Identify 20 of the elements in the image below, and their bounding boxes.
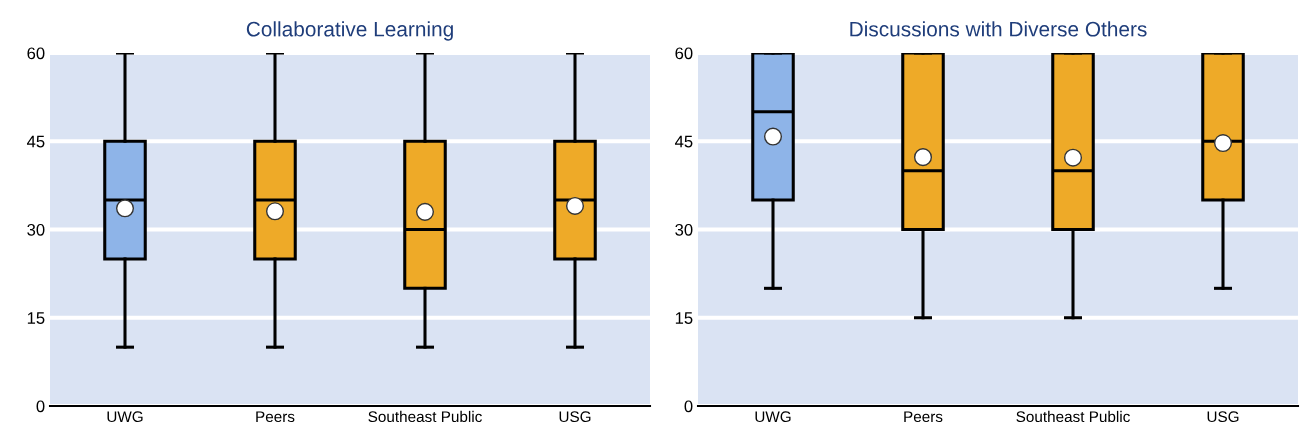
x-tick-label: UWG (755, 411, 791, 423)
x-tick-label: Peers (904, 411, 943, 423)
x-tick-label: Southeast Public (1016, 410, 1130, 423)
y-tick-label: 60 (27, 47, 45, 60)
x-tick-label: USG (1207, 411, 1239, 423)
y-tick-label: 45 (674, 135, 693, 148)
y-tick-label: 30 (27, 223, 45, 236)
y-tick-label: 15 (27, 312, 45, 324)
x-tick-label: USG (559, 411, 591, 423)
chart-title: Discussions with Diverse Others (850, 21, 1147, 37)
y-tick-label: 0 (36, 400, 45, 413)
chart-title: Collaborative Learning (246, 21, 453, 41)
y-tick-label: 30 (675, 223, 693, 236)
y-tick-label: 15 (675, 312, 693, 324)
x-tick-label: Peers (256, 411, 295, 423)
x-tick-label: Southeast Public (368, 410, 482, 423)
y-tick-label: 0 (684, 400, 693, 413)
y-tick-label: 60 (675, 47, 693, 60)
x-tick-label: UWG (107, 411, 143, 423)
y-tick-label: 45 (26, 135, 45, 148)
